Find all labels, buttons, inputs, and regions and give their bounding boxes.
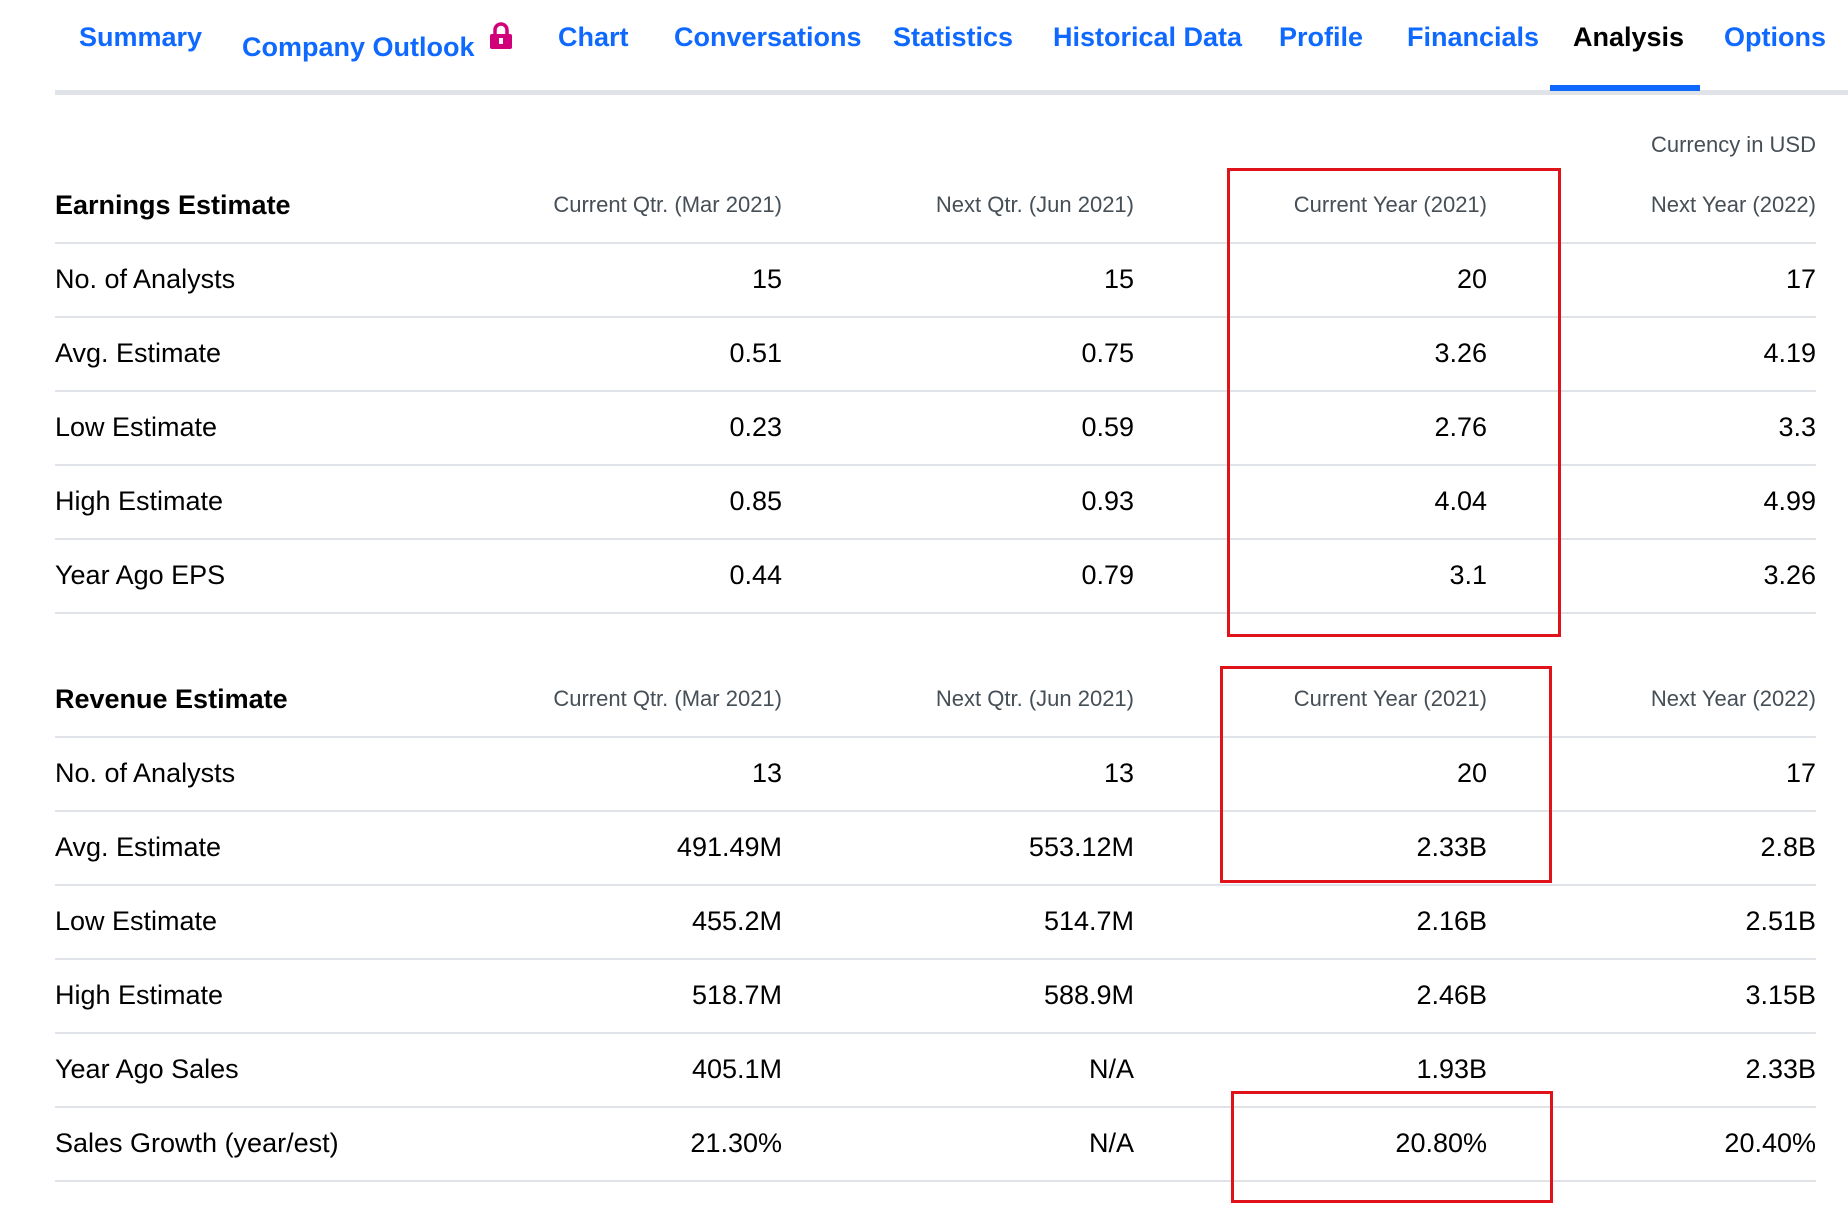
table-row: Avg. Estimate 491.49M 553.12M 2.33B 2.8B [55, 810, 1816, 886]
table-cell: 1.93B [1416, 1054, 1487, 1084]
table-cell: 0.93 [1081, 486, 1134, 516]
row-label: Year Ago EPS [55, 560, 226, 590]
section-title: Earnings Estimate [55, 190, 291, 220]
table-cell: 4.19 [1763, 338, 1816, 368]
table-row: High Estimate 518.7M 588.9M 2.46B 3.15B [55, 958, 1816, 1034]
table-row: Year Ago EPS 0.44 0.79 3.1 3.26 [55, 538, 1816, 614]
table-cell: 455.2M [691, 906, 782, 936]
table-cell: 20 [1456, 264, 1487, 294]
active-tab-indicator [1550, 85, 1700, 91]
row-label: Year Ago Sales [55, 1054, 239, 1084]
table-cell: 588.9M [1043, 980, 1134, 1010]
table-row: Avg. Estimate 0.51 0.75 3.26 4.19 [55, 316, 1816, 392]
table-cell: 2.8B [1760, 832, 1816, 862]
table-cell: 3.3 [1778, 412, 1816, 442]
tab-conversations[interactable]: Conversations [674, 22, 862, 52]
tab-analysis[interactable]: Analysis [1573, 22, 1685, 52]
table-cell: N/A [1088, 1128, 1134, 1158]
column-header: Next Qtr. (Jun 2021) [935, 192, 1134, 217]
tab-financials[interactable]: Financials [1407, 22, 1540, 52]
column-header: Current Qtr. (Mar 2021) [553, 686, 782, 711]
row-label: Sales Growth (year/est) [55, 1128, 339, 1158]
tab-statistics[interactable]: Statistics [893, 22, 1014, 52]
table-cell: 514.7M [1043, 906, 1134, 936]
table-cell: 2.76 [1434, 412, 1487, 442]
row-label: Low Estimate [55, 906, 218, 936]
table-header: Earnings Estimate Current Qtr. (Mar 2021… [55, 168, 1816, 244]
tab-profile[interactable]: Profile [1279, 22, 1364, 52]
column-header: Next Qtr. (Jun 2021) [935, 686, 1134, 711]
table-row: Year Ago Sales 405.1M N/A 1.93B 2.33B [55, 1032, 1816, 1108]
table-cell: 518.7M [691, 980, 782, 1010]
row-label: Low Estimate [55, 412, 218, 442]
table-row: No. of Analysts 15 15 20 17 [55, 242, 1816, 318]
table-cell: 2.33B [1416, 832, 1487, 862]
table-cell: 2.33B [1745, 1054, 1816, 1084]
table-cell: 17 [1785, 758, 1816, 788]
tab-company-outlook-label: Company Outlook [242, 32, 475, 62]
row-label: High Estimate [55, 486, 224, 516]
column-header: Next Year (2022) [1650, 686, 1816, 711]
row-label: No. of Analysts [55, 264, 236, 294]
table-cell: N/A [1088, 1054, 1134, 1084]
currency-note: Currency in USD [1650, 132, 1816, 157]
table-cell: 2.51B [1745, 906, 1816, 936]
table-cell: 20 [1456, 758, 1487, 788]
table-row: No. of Analysts 13 13 20 17 [55, 736, 1816, 812]
table-header: Revenue Estimate Current Qtr. (Mar 2021)… [55, 662, 1816, 738]
table-cell: 13 [1103, 758, 1134, 788]
table-cell: 405.1M [691, 1054, 782, 1084]
tab-options[interactable]: Options [1724, 22, 1826, 52]
table-cell: 3.26 [1763, 560, 1816, 590]
table-cell: 4.04 [1434, 486, 1487, 516]
table-cell: 0.23 [729, 412, 782, 442]
table-cell: 20.40% [1724, 1128, 1816, 1158]
row-label: Avg. Estimate [55, 338, 222, 368]
table-cell: 491.49M [676, 832, 782, 862]
table-cell: 15 [1103, 264, 1134, 294]
column-header: Next Year (2022) [1650, 192, 1816, 217]
row-label: High Estimate [55, 980, 224, 1010]
table-cell: 15 [751, 264, 782, 294]
row-label: No. of Analysts [55, 758, 236, 788]
row-label: Avg. Estimate [55, 832, 222, 862]
tab-company-outlook[interactable]: Company Outlook [242, 22, 513, 63]
table-cell: 0.51 [729, 338, 782, 368]
tab-bar: Summary Company Outlook Chart Conversati… [55, 0, 1848, 95]
table-cell: 0.44 [729, 560, 782, 590]
table-cell: 13 [751, 758, 782, 788]
table-cell: 3.15B [1745, 980, 1816, 1010]
table-row: Sales Growth (year/est) 21.30% N/A 20.80… [55, 1106, 1816, 1182]
table-cell: 2.16B [1416, 906, 1487, 936]
table-cell: 0.59 [1081, 412, 1134, 442]
tab-historical-data[interactable]: Historical Data [1053, 22, 1243, 52]
table-cell: 0.85 [729, 486, 782, 516]
tab-summary[interactable]: Summary [79, 22, 203, 52]
table-cell: 0.75 [1081, 338, 1134, 368]
table-cell: 4.99 [1763, 486, 1816, 516]
table-row: Low Estimate 0.23 0.59 2.76 3.3 [55, 390, 1816, 466]
table-cell: 21.30% [690, 1128, 782, 1158]
lock-icon [489, 22, 513, 57]
table-row: High Estimate 0.85 0.93 4.04 4.99 [55, 464, 1816, 540]
table-cell: 3.1 [1449, 560, 1487, 590]
table-cell: 553.12M [1028, 832, 1134, 862]
section-title: Revenue Estimate [55, 684, 288, 714]
column-header: Current Qtr. (Mar 2021) [553, 192, 782, 217]
table-cell: 0.79 [1081, 560, 1134, 590]
table-cell: 2.46B [1416, 980, 1487, 1010]
table-cell: 3.26 [1434, 338, 1487, 368]
table-row: Low Estimate 455.2M 514.7M 2.16B 2.51B [55, 884, 1816, 960]
table-cell: 17 [1785, 264, 1816, 294]
tab-chart[interactable]: Chart [558, 22, 629, 52]
table-cell: 20.80% [1395, 1128, 1487, 1158]
column-header: Current Year (2021) [1293, 192, 1487, 217]
column-header: Current Year (2021) [1293, 686, 1487, 711]
